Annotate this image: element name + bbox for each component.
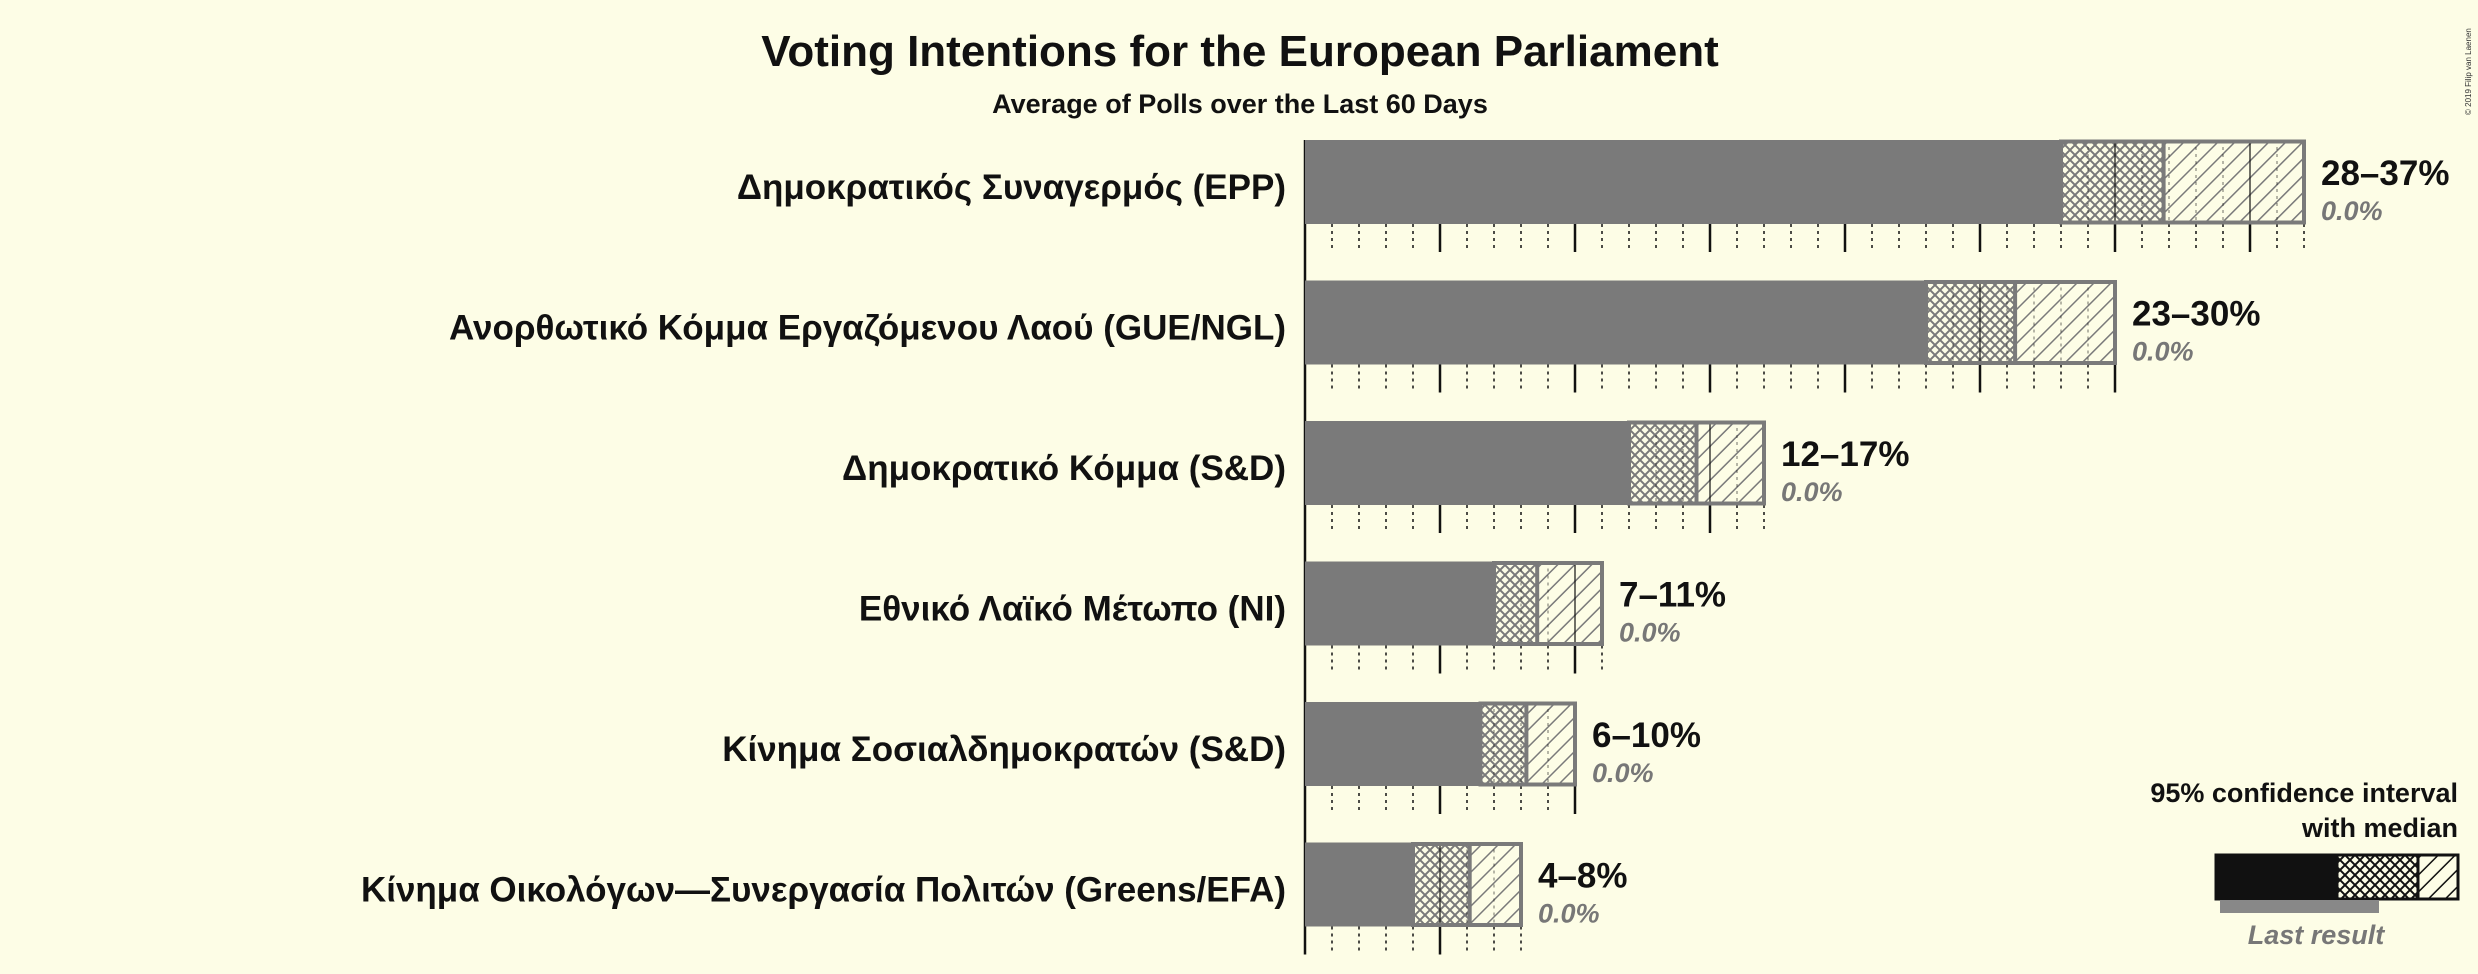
last-result-label: 0.0% <box>1619 618 1681 648</box>
bar-upper-interval <box>2163 140 2304 224</box>
chart-subtitle: Average of Polls over the Last 60 Days <box>992 89 1488 119</box>
range-label: 23–30% <box>2132 295 2260 334</box>
party-row: Κίνημα Οικολόγων—Συνεργασία Πολιτών (Gre… <box>361 842 1628 929</box>
legend: 95% confidence interval with median Last… <box>2150 778 2460 950</box>
last-result-label: 0.0% <box>2321 196 2383 226</box>
last-result-label: 0.0% <box>1592 758 1654 788</box>
bar-solid <box>1305 702 1481 786</box>
party-row: Ανορθωτικό Κόμμα Εργαζόμενου Λαού (GUE/N… <box>449 280 2260 367</box>
party-label: Δημοκρατικό Κόμμα (S&D) <box>842 449 1286 488</box>
bar-solid <box>1305 561 1494 646</box>
bar-solid <box>1305 280 1926 365</box>
chart-grid <box>1303 140 2305 955</box>
bar-lower-interval <box>1480 702 1527 786</box>
bar-upper-interval <box>1537 561 1602 646</box>
party-row: Εθνικό Λαϊκό Μέτωπο (NI) 7–11%0.0% <box>859 561 1726 648</box>
party-row: Δημοκρατικός Συναγερμός (EPP) 28–37%0.0% <box>737 139 2449 226</box>
party-label: Κίνημα Οικολόγων—Συνεργασία Πολιτών (Gre… <box>361 871 1286 910</box>
bar-upper-interval <box>1469 842 1521 927</box>
bar-lower-interval <box>2061 140 2164 224</box>
range-label: 7–11% <box>1619 576 1726 615</box>
legend-solid-swatch <box>2216 855 2337 899</box>
legend-hatch-swatch <box>2418 855 2458 899</box>
range-label: 12–17% <box>1781 435 1909 474</box>
legend-last-result-label: Last result <box>2248 920 2386 950</box>
last-result-label: 0.0% <box>1781 477 1843 507</box>
party-label: Εθνικό Λαϊκό Μέτωπο (NI) <box>859 590 1286 629</box>
range-label: 28–37% <box>2321 154 2449 193</box>
bar-solid <box>1305 842 1413 927</box>
bar-lower-interval <box>1629 421 1697 505</box>
bar-solid <box>1305 421 1629 505</box>
legend-line-1: 95% confidence interval <box>2150 778 2458 808</box>
bar-lower-interval <box>1494 561 1538 646</box>
party-label: Κίνημα Σοσιαλδημοκρατών (S&D) <box>722 730 1286 769</box>
bar-upper-interval <box>1696 421 1764 505</box>
bar-upper-interval <box>2015 280 2115 365</box>
bar-lower-interval <box>1413 842 1470 927</box>
party-label: Ανορθωτικό Κόμμα Εργαζόμενου Λαού (GUE/N… <box>449 309 1286 348</box>
bar-interval-outline <box>1411 842 1523 927</box>
bar-solid <box>1305 140 2061 224</box>
bar-upper-interval <box>1526 702 1575 786</box>
legend-line-2: with median <box>2301 813 2458 843</box>
bar-interval-outline <box>1924 280 2117 365</box>
chart-rows: Δημοκρατικός Συναγερμός (EPP) 28–37%0.0%Α… <box>361 139 2449 929</box>
party-label: Δημοκρατικός Συναγερμός (EPP) <box>737 168 1286 207</box>
legend-last-result-bar <box>2220 900 2379 913</box>
legend-crosshatch-swatch <box>2337 855 2418 899</box>
chart-title: Voting Intentions for the European Parli… <box>761 27 1719 76</box>
last-result-label: 0.0% <box>1538 899 1600 929</box>
range-label: 4–8% <box>1538 857 1628 896</box>
party-row: Δημοκρατικό Κόμμα (S&D) 12–17%0.0% <box>842 420 1909 507</box>
last-result-label: 0.0% <box>2132 337 2194 367</box>
bar-interval-outline <box>2059 139 2306 225</box>
range-label: 6–10% <box>1592 716 1701 755</box>
party-row: Κίνημα Σοσιαλδημοκρατών (S&D) 6–10%0.0% <box>722 701 1701 788</box>
copyright-text: © 2019 Filip van Laenen <box>2464 28 2473 115</box>
bar-interval-outline <box>1492 561 1604 646</box>
bar-lower-interval <box>1926 280 2016 365</box>
